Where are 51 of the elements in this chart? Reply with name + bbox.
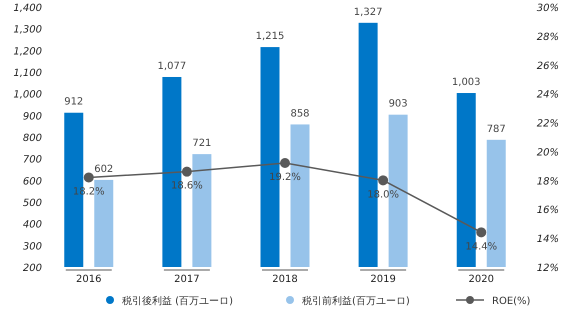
y-tick-label: 200	[22, 263, 42, 274]
data-label: 858	[290, 108, 310, 120]
y2-tick-label: 12%	[536, 263, 559, 274]
y-tick-label: 1,200	[13, 46, 42, 58]
y2-tick-label: 30%	[536, 3, 559, 14]
y2-tick-label: 28%	[536, 32, 559, 43]
legend-label: 税引前利益(百万ユーロ)	[302, 295, 410, 307]
point	[476, 227, 486, 238]
data-label: 18.6%	[170, 180, 203, 192]
y2-tick-label: 22%	[536, 118, 559, 130]
legend-label: ROE(%)	[492, 296, 531, 307]
y-tick-label: 900	[22, 111, 42, 122]
data-label: 18.2%	[72, 186, 105, 198]
data-label: 14.4%	[465, 241, 498, 252]
data-label: 1,215	[256, 31, 284, 42]
y2-tick-label: 20%	[536, 147, 559, 158]
x-tick-label: 2019	[370, 274, 396, 285]
data-label: 1,077	[158, 60, 186, 72]
y2-tick-label: 16%	[536, 205, 559, 216]
point	[378, 175, 388, 186]
y-tick-label: 600	[22, 176, 42, 188]
y-tick-label: 700	[22, 154, 42, 166]
y2-tick-label: 24%	[536, 90, 559, 101]
y-tick-label: 800	[22, 133, 42, 144]
y2-tick-label: 18%	[536, 176, 559, 188]
y-tick-label: 1,100	[13, 68, 42, 79]
x-tick-label: 2020	[468, 274, 494, 285]
point	[84, 172, 94, 182]
x-tick-label: 2018	[272, 274, 298, 285]
y-tick-label: 1,000	[13, 90, 42, 101]
data-label: 1,003	[452, 77, 481, 88]
y-tick-label: 300	[22, 241, 42, 252]
data-label: 19.2%	[269, 172, 301, 183]
data-label: 787	[486, 124, 506, 135]
y-tick-label: 1,300	[13, 24, 42, 36]
y-tick-label: 400	[22, 220, 42, 231]
data-label: 602	[94, 164, 114, 175]
y2-tick-label: 26%	[536, 60, 559, 72]
data-label: 912	[64, 96, 84, 108]
data-label: 18.0%	[367, 189, 400, 200]
x-tick-label: 2016	[76, 274, 102, 285]
data-label: 903	[388, 98, 408, 110]
legend-label: 税引後利益 (百万ユーロ)	[122, 295, 234, 307]
point	[182, 166, 192, 177]
point	[280, 158, 290, 168]
x-tick-label: 2017	[174, 274, 200, 285]
data-label: 721	[192, 138, 212, 150]
y2-tick-label: 14%	[536, 234, 559, 246]
data-label: 1,327	[354, 6, 382, 18]
y-tick-label: 500	[22, 198, 42, 209]
y-tick-label: 1,400	[13, 3, 42, 14]
